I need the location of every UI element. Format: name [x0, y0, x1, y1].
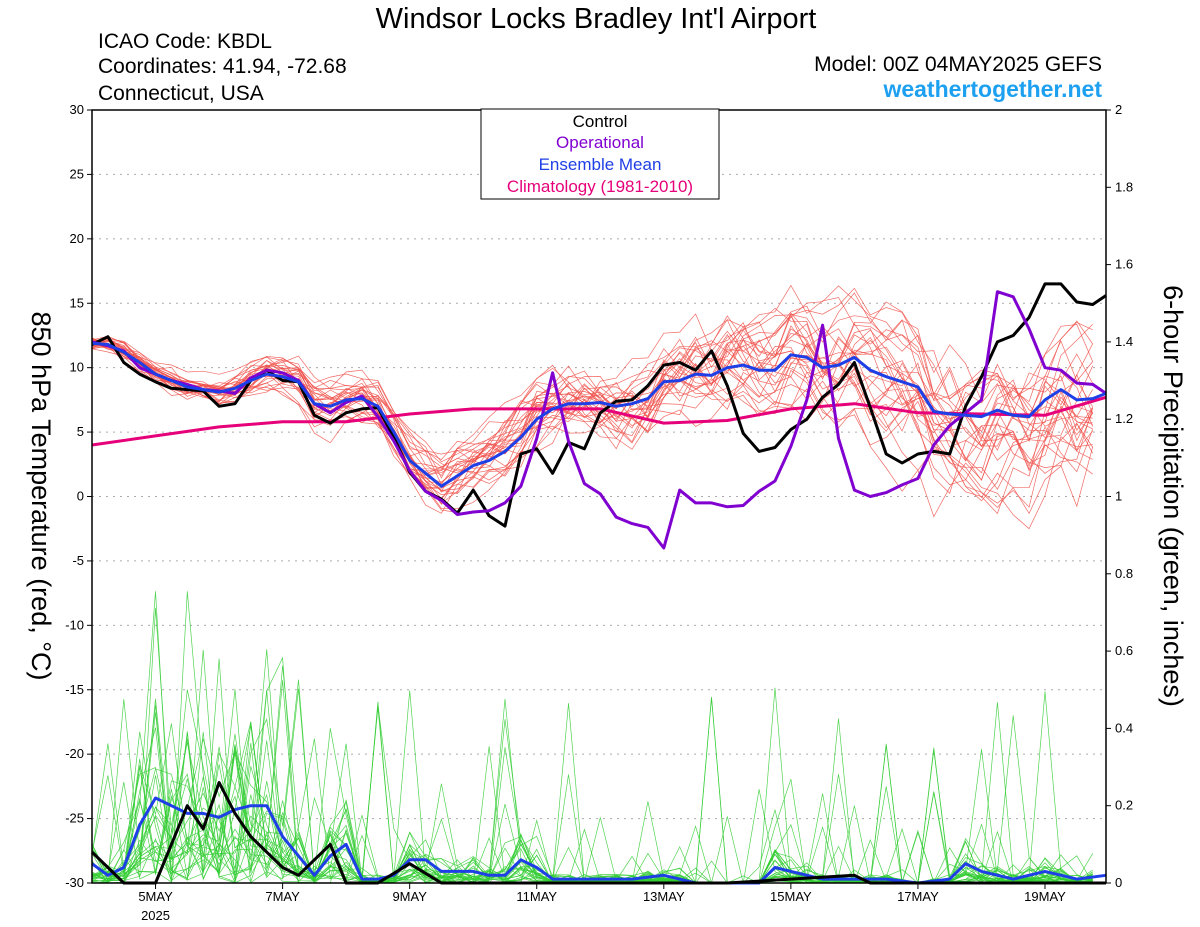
x-tick-label-6: 17MAY — [897, 889, 939, 904]
temp-member-16 — [91, 336, 1093, 514]
legend: Control Operational Ensemble Mean Climat… — [480, 108, 720, 200]
coordinates: Coordinates: 41.94, -72.68 — [98, 55, 347, 78]
left-tick-label-8: -10 — [65, 617, 84, 632]
precip-line-ensemble-mean — [91, 796, 1107, 885]
x-tick-label-2: 9MAY — [392, 889, 427, 904]
right-tick-label-0: 2 — [1115, 102, 1122, 117]
right-tick-label-1: 1.8 — [1115, 179, 1133, 194]
icao-code: ICAO Code: KBDL — [98, 30, 272, 53]
temp-member-12 — [91, 339, 1094, 500]
left-tick-label-2: 20 — [70, 231, 84, 246]
temp-member-15 — [91, 338, 1094, 500]
temp-member-8 — [91, 312, 1094, 491]
right-tick-label-8: 0.4 — [1115, 720, 1133, 735]
left-tick-label-12: -30 — [65, 875, 84, 890]
left-tick-label-1: 25 — [70, 166, 84, 181]
left-axis-label: 850 hPa Temperature (red, °C) — [26, 312, 56, 681]
right-tick-label-3: 1.4 — [1115, 334, 1133, 349]
x-tick-label-0: 5MAY — [138, 889, 173, 904]
temp-member-11 — [91, 314, 1093, 463]
right-tick-label-9: 0.2 — [1115, 798, 1133, 813]
left-tick-label-6: 0 — [77, 489, 84, 504]
right-tick-label-10: 0 — [1115, 875, 1122, 890]
temp-line-ensemble-mean — [91, 341, 1107, 488]
left-tick-label-4: 10 — [70, 360, 84, 375]
chart-title: Windsor Locks Bradley Int'l Airport — [376, 3, 817, 35]
x-tick-label-7: 19MAY — [1024, 889, 1066, 904]
location: Connecticut, USA — [98, 82, 264, 105]
temp-member-2 — [91, 305, 1094, 481]
site-link[interactable]: weathertogether.net — [882, 76, 1102, 102]
right-axis-ticks: 2 1.8 1.6 1.4 1.2 1 0.8 0.6 0.4 0.2 0 — [1106, 102, 1133, 890]
right-axis-label: 6-hour Precipitation (green, inches) — [1158, 285, 1188, 707]
right-tick-label-2: 1.6 — [1115, 257, 1133, 272]
right-tick-label-7: 0.6 — [1115, 643, 1133, 658]
legend-climatology: Climatology (1981-2010) — [507, 177, 693, 196]
precip-line-control — [90, 781, 1106, 885]
temp-member-25 — [91, 323, 1093, 475]
left-tick-label-9: -15 — [65, 682, 84, 697]
temp-member-27 — [91, 307, 1093, 513]
left-tick-label-0: 30 — [70, 102, 84, 117]
right-tick-label-4: 1.2 — [1115, 411, 1133, 426]
right-tick-label-6: 0.8 — [1115, 566, 1133, 581]
legend-ensemble-mean: Ensemble Mean — [539, 155, 662, 174]
legend-box — [480, 108, 720, 200]
x-axis-ticks: 5MAY 2025 7MAY 9MAY 11MAY 13MAY 15MAY 17MAY 19MA… — [138, 883, 1066, 923]
x-tick-year-0: 2025 — [141, 908, 170, 923]
left-tick-label-7: -5 — [72, 553, 84, 568]
right-tick-label-5: 1 — [1115, 489, 1122, 504]
left-tick-label-10: -20 — [65, 746, 84, 761]
temp-line-operational — [91, 290, 1107, 550]
legend-operational: Operational — [556, 133, 644, 152]
x-tick-label-4: 13MAY — [643, 889, 685, 904]
x-tick-label-5: 15MAY — [770, 889, 812, 904]
series-lines — [90, 282, 1107, 885]
left-tick-label-3: 15 — [70, 295, 84, 310]
x-tick-label-1: 7MAY — [265, 889, 300, 904]
left-tick-label-5: 5 — [77, 424, 84, 439]
legend-control: Control — [573, 112, 628, 131]
temp-member-19 — [91, 314, 1094, 470]
model-run: Model: 00Z 04MAY2025 GEFS — [814, 53, 1102, 76]
left-tick-label-11: -25 — [65, 811, 84, 826]
left-axis-ticks: 30 25 20 15 10 5 0 -5 -10 -15 -20 -25 -30 — [65, 102, 92, 890]
x-tick-label-3: 11MAY — [516, 889, 557, 904]
temp-member-26 — [91, 319, 1093, 515]
